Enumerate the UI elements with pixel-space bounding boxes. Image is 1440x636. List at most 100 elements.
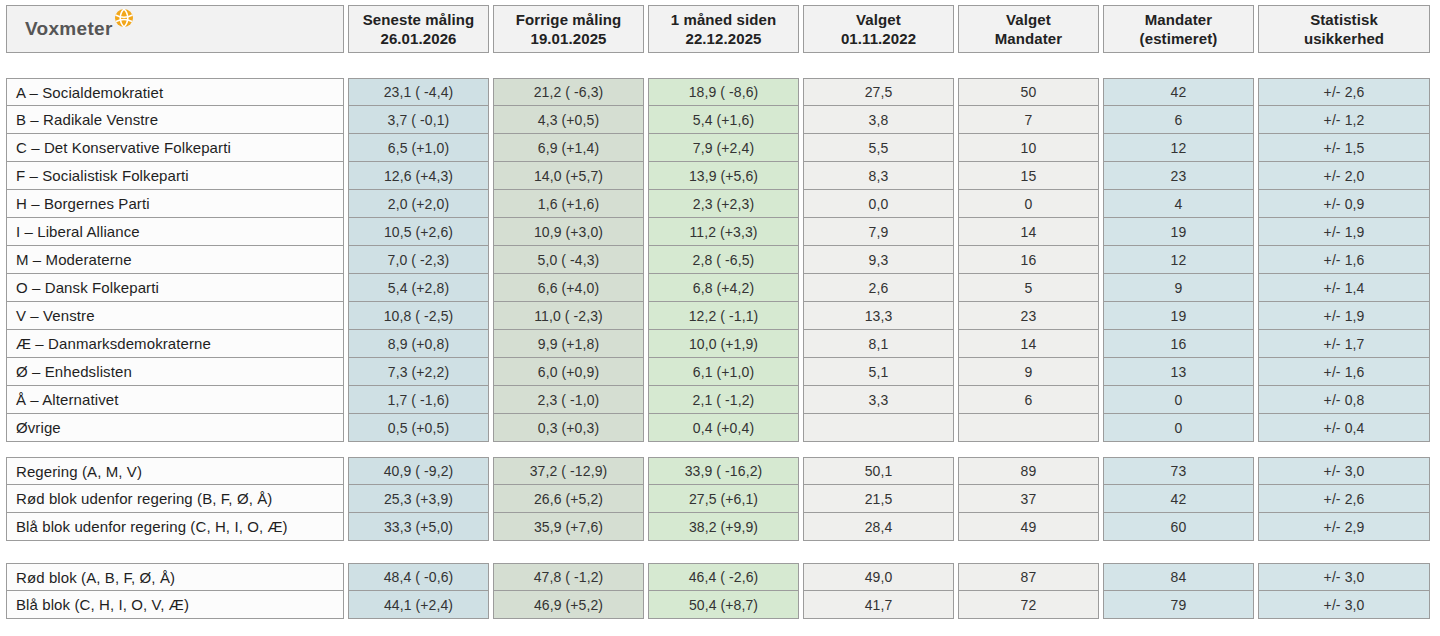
data-cell: +/- 1,5: [1258, 134, 1430, 162]
row-label-cell: B – Radikale Venstre: [6, 106, 344, 134]
data-cell: 89: [958, 457, 1099, 485]
row-label-cell: I – Liberal Alliance: [6, 218, 344, 246]
data-cell: +/- 2,0: [1258, 162, 1430, 190]
data-cell: 14: [958, 218, 1099, 246]
column-header-label: 1 måned siden: [671, 10, 777, 30]
data-cell: 6,1 (+1,0): [648, 358, 799, 386]
data-cell: 44,1 (+2,4): [348, 591, 489, 619]
data-cell: 2,0 (+2,0): [348, 190, 489, 218]
data-cell: 21,5: [803, 485, 954, 513]
data-cell: 3,7 ( -0,1): [348, 106, 489, 134]
data-cell: +/- 3,0: [1258, 457, 1430, 485]
data-cell: 2,1 ( -1,2): [648, 386, 799, 414]
data-cell: 38,2 (+9,9): [648, 513, 799, 541]
globe-icon: [114, 8, 134, 28]
data-cell: +/- 3,0: [1258, 563, 1430, 591]
data-cell: 4: [1103, 190, 1254, 218]
data-cell: 10,8 ( -2,5): [348, 302, 489, 330]
data-cell: 12: [1103, 246, 1254, 274]
data-cell: 10: [958, 134, 1099, 162]
data-cell: +/- 1,9: [1258, 218, 1430, 246]
brand-name: Voxmeter: [25, 18, 113, 39]
data-cell: +/- 2,9: [1258, 513, 1430, 541]
data-cell: 16: [1103, 330, 1254, 358]
data-cell: 9: [1103, 274, 1254, 302]
column-header-sublabel: 26.01.2026: [380, 29, 456, 49]
data-cell: 21,2 ( -6,3): [493, 78, 644, 106]
data-cell: 6,0 (+0,9): [493, 358, 644, 386]
data-cell: 3,3: [803, 386, 954, 414]
data-cell: 8,1: [803, 330, 954, 358]
data-cell: 10,9 (+3,0): [493, 218, 644, 246]
column-header-sublabel: usikkerhed: [1304, 29, 1384, 49]
data-cell: 73: [1103, 457, 1254, 485]
data-cell: 47,8 ( -1,2): [493, 563, 644, 591]
data-cell: 5,1: [803, 358, 954, 386]
data-cell: 11,0 ( -2,3): [493, 302, 644, 330]
data-cell: 79: [1103, 591, 1254, 619]
data-cell: 37,2 ( -12,9): [493, 457, 644, 485]
data-cell: 7: [958, 106, 1099, 134]
data-cell: 87: [958, 563, 1099, 591]
data-cell: 9: [958, 358, 1099, 386]
data-cell: +/- 0,8: [1258, 386, 1430, 414]
data-cell: 49: [958, 513, 1099, 541]
data-cell: 33,9 ( -16,2): [648, 457, 799, 485]
data-cell: 33,3 (+5,0): [348, 513, 489, 541]
column-header-label: Valget: [856, 10, 901, 30]
row-label-cell: M – Moderaterne: [6, 246, 344, 274]
data-cell: 6,9 (+1,4): [493, 134, 644, 162]
data-cell: 15: [958, 162, 1099, 190]
column-header-label: Forrige måling: [516, 10, 622, 30]
row-label-cell: Å – Alternativet: [6, 386, 344, 414]
data-cell: 23: [1103, 162, 1254, 190]
data-cell: 5: [958, 274, 1099, 302]
brand-cell: Voxmeter: [6, 5, 344, 53]
row-label-cell: F – Socialistisk Folkeparti: [6, 162, 344, 190]
data-cell: 0,3 (+0,3): [493, 414, 644, 442]
data-cell: +/- 1,6: [1258, 246, 1430, 274]
row-label-cell: Ø – Enhedslisten: [6, 358, 344, 386]
data-cell: 42: [1103, 78, 1254, 106]
column-header: Seneste måling26.01.2026: [348, 5, 489, 53]
voxmeter-logo: Voxmeter: [25, 17, 113, 42]
data-cell: 16: [958, 246, 1099, 274]
row-label-cell: Blå blok udenfor regering (C, H, I, O, Æ…: [6, 513, 344, 541]
column-header-label: Statistisk: [1310, 10, 1378, 30]
data-cell: 0,5 (+0,5): [348, 414, 489, 442]
data-cell: 1,6 (+1,6): [493, 190, 644, 218]
data-cell: 41,7: [803, 591, 954, 619]
data-cell: 5,5: [803, 134, 954, 162]
data-cell: 8,9 (+0,8): [348, 330, 489, 358]
data-cell: 18,9 ( -8,6): [648, 78, 799, 106]
data-cell: 23: [958, 302, 1099, 330]
section-parties: A – Socialdemokratiet23,1 ( -4,4)21,2 ( …: [6, 78, 1434, 442]
section-regering-blokke: Regering (A, M, V)40,9 ( -9,2)37,2 ( -12…: [6, 457, 1434, 541]
data-cell: 2,6: [803, 274, 954, 302]
row-label-cell: Rød blok udenfor regering (B, F, Ø, Å): [6, 485, 344, 513]
data-cell: 28,4: [803, 513, 954, 541]
data-cell: 40,9 ( -9,2): [348, 457, 489, 485]
data-cell: 12,6 (+4,3): [348, 162, 489, 190]
row-label-cell: O – Dansk Folkeparti: [6, 274, 344, 302]
column-header-sublabel: 19.01.2025: [530, 29, 606, 49]
row-label-cell: Blå blok (C, H, I, O, V, Æ): [6, 591, 344, 619]
row-label-cell: H – Borgernes Parti: [6, 190, 344, 218]
data-cell: 19: [1103, 218, 1254, 246]
column-header: ValgetMandater: [958, 5, 1099, 53]
column-header: Statistiskusikkerhed: [1258, 5, 1430, 53]
data-cell: 10,0 (+1,9): [648, 330, 799, 358]
data-cell: 0,4 (+0,4): [648, 414, 799, 442]
data-cell: 2,8 ( -6,5): [648, 246, 799, 274]
data-cell: 6,6 (+4,0): [493, 274, 644, 302]
data-cell: 6: [1103, 106, 1254, 134]
data-cell: +/- 0,4: [1258, 414, 1430, 442]
data-cell: 14,0 (+5,7): [493, 162, 644, 190]
data-cell: +/- 2,6: [1258, 485, 1430, 513]
section-blokke: Rød blok (A, B, F, Ø, Å)48,4 ( -0,6)47,8…: [6, 563, 1434, 619]
data-cell: +/- 1,4: [1258, 274, 1430, 302]
data-cell: 50,1: [803, 457, 954, 485]
column-header-sublabel: 01.11.2022: [841, 29, 916, 49]
row-label-cell: Regering (A, M, V): [6, 457, 344, 485]
data-cell: 49,0: [803, 563, 954, 591]
